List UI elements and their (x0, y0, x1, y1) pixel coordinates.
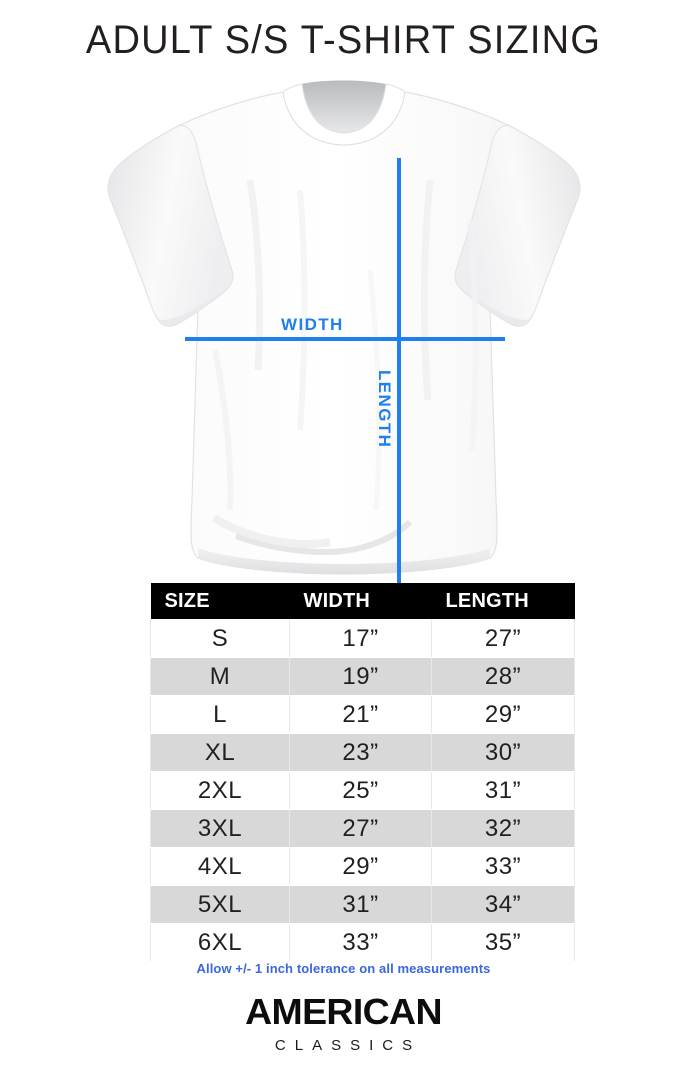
cell-width: 27” (289, 809, 432, 848)
length-label: LENGTH (375, 370, 394, 449)
cell-size: L (150, 695, 290, 734)
length-measure-line (397, 158, 401, 635)
cell-width: 29” (289, 847, 432, 886)
width-measure-line (185, 337, 505, 341)
tshirt-icon (107, 80, 581, 575)
cell-width: 17” (289, 619, 432, 658)
column-header-width: WIDTH (289, 583, 432, 620)
table-row: 6XL 33” 35” (150, 923, 575, 962)
cell-size: 5XL (150, 885, 290, 924)
size-table-head: SIZE WIDTH LENGTH (150, 583, 575, 620)
cell-width: 23” (289, 733, 432, 772)
brand-name-primary: AMERICAN (245, 991, 442, 1032)
cell-length: 30” (431, 733, 575, 772)
cell-size: 6XL (150, 923, 290, 962)
size-table-container: SIZE WIDTH LENGTH S 17” 27” M 19” 28” L 21” 29” X… (150, 583, 575, 962)
cell-size: M (150, 657, 290, 696)
cell-size: S (150, 619, 290, 658)
cell-size: 2XL (150, 771, 290, 810)
column-header-length: LENGTH (431, 583, 575, 620)
cell-length: 31” (431, 771, 575, 810)
cell-width: 21” (289, 695, 432, 734)
width-label: WIDTH (281, 315, 344, 334)
table-row: 2XL 25” 31” (150, 771, 575, 810)
cell-length: 34” (431, 885, 575, 924)
cell-length: 35” (431, 923, 575, 962)
cell-length: 33” (431, 847, 575, 886)
table-row: 5XL 31” 34” (150, 885, 575, 924)
cell-size: XL (150, 733, 290, 772)
table-row: S 17” 27” (150, 619, 575, 658)
size-table-body: S 17” 27” M 19” 28” L 21” 29” XL 23” 30” 2XL 25” 31” 3X… (150, 619, 575, 962)
brand-name-secondary: CLASSICS (274, 1036, 422, 1054)
cell-width: 19” (289, 657, 432, 696)
cell-width: 25” (289, 771, 432, 810)
cell-length: 27” (431, 619, 575, 658)
table-row: M 19” 28” (150, 657, 575, 696)
table-row: 4XL 29” 33” (150, 847, 575, 886)
cell-size: 4XL (150, 847, 290, 886)
size-table: SIZE WIDTH LENGTH S 17” 27” M 19” 28” L 21” 29” X… (150, 583, 575, 962)
cell-width: 31” (289, 885, 432, 924)
cell-width: 33” (289, 923, 432, 962)
cell-length: 28” (431, 657, 575, 696)
table-row: 3XL 27” 32” (150, 809, 575, 848)
tshirt-illustration: WIDTH LENGTH (0, 70, 687, 635)
column-header-size: SIZE (150, 583, 290, 620)
page-title: ADULT S/S T-SHIRT SIZING (85, 18, 602, 63)
brand-logo: AMERICAN CLASSICS (0, 993, 687, 1054)
cell-size: 3XL (150, 809, 290, 848)
cell-length: 32” (431, 809, 575, 848)
table-row: XL 23” 30” (150, 733, 575, 772)
table-row: L 21” 29” (150, 695, 575, 734)
table-header-row: SIZE WIDTH LENGTH (150, 583, 575, 620)
tolerance-note: Allow +/- 1 inch tolerance on all measur… (196, 961, 491, 976)
cell-length: 29” (431, 695, 575, 734)
